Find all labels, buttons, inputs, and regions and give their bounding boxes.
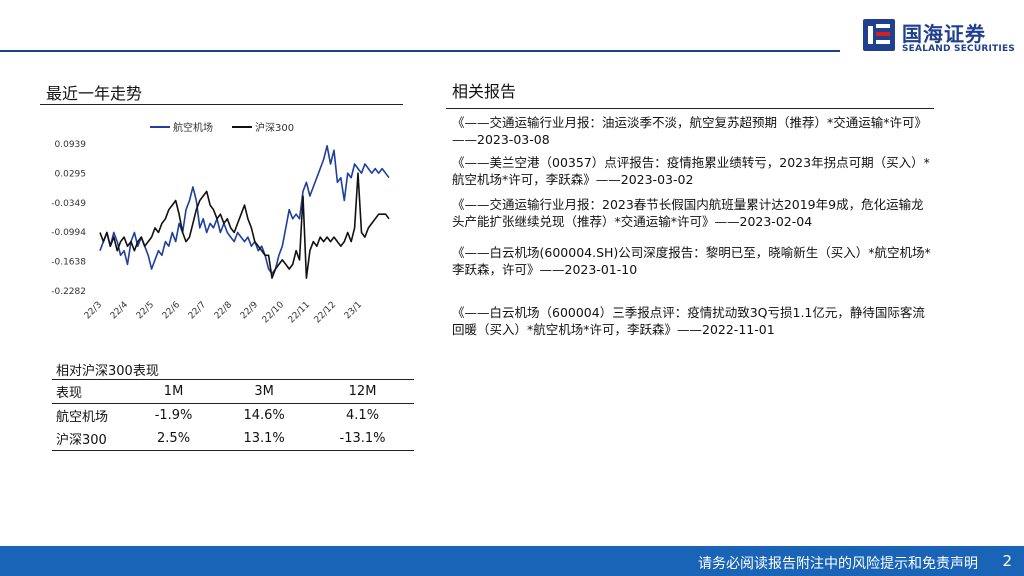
- report-link[interactable]: 《——交通运输行业月报：2023春节长假国内航班量累计达2019年9成，危化运输…: [452, 197, 924, 229]
- x-tick-label: 22/3: [83, 300, 104, 321]
- table-cell: 13.1%: [217, 427, 312, 451]
- chart-x-axis: 22/3 22/4 22/5 22/6 22/7 22/8 22/9 22/10 22/11 22…: [83, 300, 364, 326]
- table-header-cell: 1M: [130, 379, 218, 404]
- y-tick-label: 0.0939: [55, 140, 87, 150]
- table-header-cell: 表现: [52, 379, 130, 404]
- header-rule: [0, 50, 840, 52]
- legend-label: 航空机场: [173, 121, 213, 134]
- table-cell: -13.1%: [311, 427, 414, 451]
- table-row: 航空机场 -1.9% 14.6% 4.1%: [52, 404, 414, 428]
- relative-performance-title: 相对沪深300表现: [56, 364, 159, 379]
- series-line-0: [99, 144, 390, 275]
- chart-legend: 航空机场 沪深300: [150, 121, 294, 134]
- table-cell: 4.1%: [346, 408, 380, 423]
- y-tick-label: 0.0295: [55, 169, 87, 179]
- disclaimer-notice[interactable]: 请务必阅读报告附注中的风险提示和免责声明: [698, 556, 978, 572]
- table-cell: -1.9%: [154, 408, 193, 423]
- x-tick-label: 22/4: [109, 300, 131, 322]
- trend-line-chart: 航空机场 沪深300 0.0939 0.0295 -0.0349 -0.0994 -0.1…: [51, 121, 390, 326]
- x-tick-label: 22/9: [239, 300, 261, 322]
- trend-section-rule: [40, 104, 403, 105]
- report-link[interactable]: 《——白云机场（600004）三季报点评：疫情扰动致3Q亏损1.1亿元，静待国际…: [452, 305, 925, 337]
- chart-y-axis: 0.0939 0.0295 -0.0349 -0.0994 -0.1638 -0.2282: [51, 140, 86, 297]
- series-line-1: [99, 172, 390, 279]
- trend-section-title: 最近一年走势: [46, 84, 143, 103]
- table-cell: 沪深300: [52, 427, 130, 451]
- y-tick-label: -0.2282: [51, 287, 86, 297]
- report-link[interactable]: 《——白云机场(600004.SH)公司深度报告：黎明已至，晓喻新生（买入）*航…: [452, 245, 931, 277]
- x-tick-label: 23/1: [343, 300, 364, 321]
- legend-label: 沪深300: [255, 121, 294, 134]
- report-link[interactable]: 《——美兰空港（00357）点评报告：疫情拖累业绩转亏，2023年拐点可期（买入…: [452, 155, 930, 187]
- report-link[interactable]: 《——交通运输行业月报：油运淡季不淡，航空复苏超预期（推荐）*交通运输*许可》—…: [452, 115, 928, 147]
- x-tick-label: 22/11: [287, 300, 312, 325]
- reports-section-rule: [446, 108, 934, 109]
- table-cell: 2.5%: [130, 427, 218, 451]
- page-number: 2: [1002, 552, 1012, 570]
- y-tick-label: -0.0349: [51, 199, 86, 209]
- x-tick-label: 22/8: [213, 300, 235, 322]
- table-header-row: 表现 1M 3M 12M: [52, 379, 414, 404]
- relative-performance-table: 表现 1M 3M 12M 航空机场 -1.9% 14.6% 4.1% 沪深300…: [52, 379, 414, 451]
- table-cell: 14.6%: [243, 408, 285, 423]
- chart-plot-area: [99, 144, 390, 279]
- x-tick-label: 22/7: [187, 300, 208, 321]
- table-header-cell: 3M: [217, 379, 312, 404]
- reports-section-title: 相关报告: [452, 82, 517, 101]
- y-tick-label: -0.1638: [51, 258, 86, 268]
- x-tick-label: 22/6: [161, 300, 183, 322]
- company-logo: 国海证券 SEALAND SECURITIES: [862, 16, 1015, 58]
- table-cell: 航空机场: [56, 410, 109, 425]
- table-header-cell: 12M: [311, 379, 414, 404]
- x-tick-label: 22/12: [313, 300, 338, 325]
- logo-chinese-name: 国海证券: [902, 22, 986, 46]
- x-tick-label: 22/10: [261, 300, 287, 326]
- logo-english-name: SEALAND SECURITIES: [902, 44, 1015, 54]
- table-row: 沪深300 2.5% 13.1% -13.1%: [52, 427, 414, 451]
- sealand-logo-icon: [863, 19, 895, 51]
- footer-bar: 请务必阅读报告附注中的风险提示和免责声明 2: [0, 546, 1024, 576]
- y-tick-label: -0.0994: [51, 228, 86, 238]
- x-tick-label: 22/5: [135, 300, 156, 321]
